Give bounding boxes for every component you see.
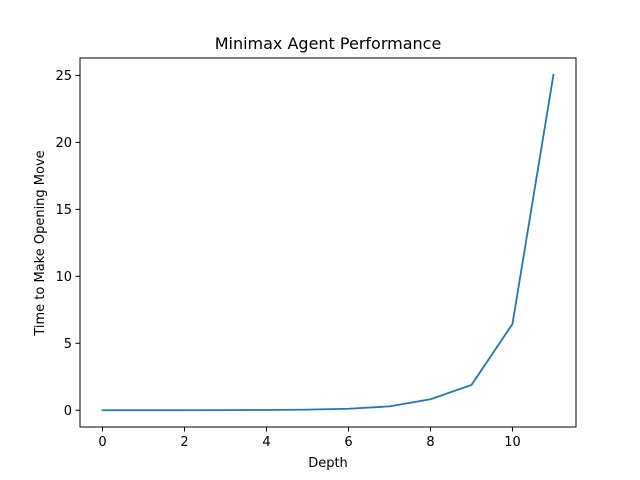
y-tick-label: 25	[55, 69, 72, 84]
x-tick-label: 8	[426, 435, 434, 450]
y-axis-label: Time to Make Opening Move	[33, 150, 48, 336]
x-axis-label: Depth	[308, 456, 348, 471]
y-tick-label: 15	[55, 203, 72, 218]
y-tick-label: 20	[55, 136, 72, 151]
x-tick-label: 10	[504, 435, 521, 450]
axes-frame	[79, 57, 577, 428]
x-tick-label: 4	[262, 435, 270, 450]
x-tick-label: 2	[180, 435, 188, 450]
y-tick-label: 5	[64, 337, 72, 352]
x-tick-label: 6	[344, 435, 352, 450]
plot-area: 0 2 4 6 8 10 0 5 10 15 20 25	[55, 57, 577, 450]
chart-title: Minimax Agent Performance	[215, 34, 442, 53]
series-line	[101, 73, 555, 412]
x-tick-label: 0	[98, 435, 106, 450]
y-tick-label: 0	[64, 404, 72, 419]
y-tick-label: 10	[55, 270, 72, 285]
